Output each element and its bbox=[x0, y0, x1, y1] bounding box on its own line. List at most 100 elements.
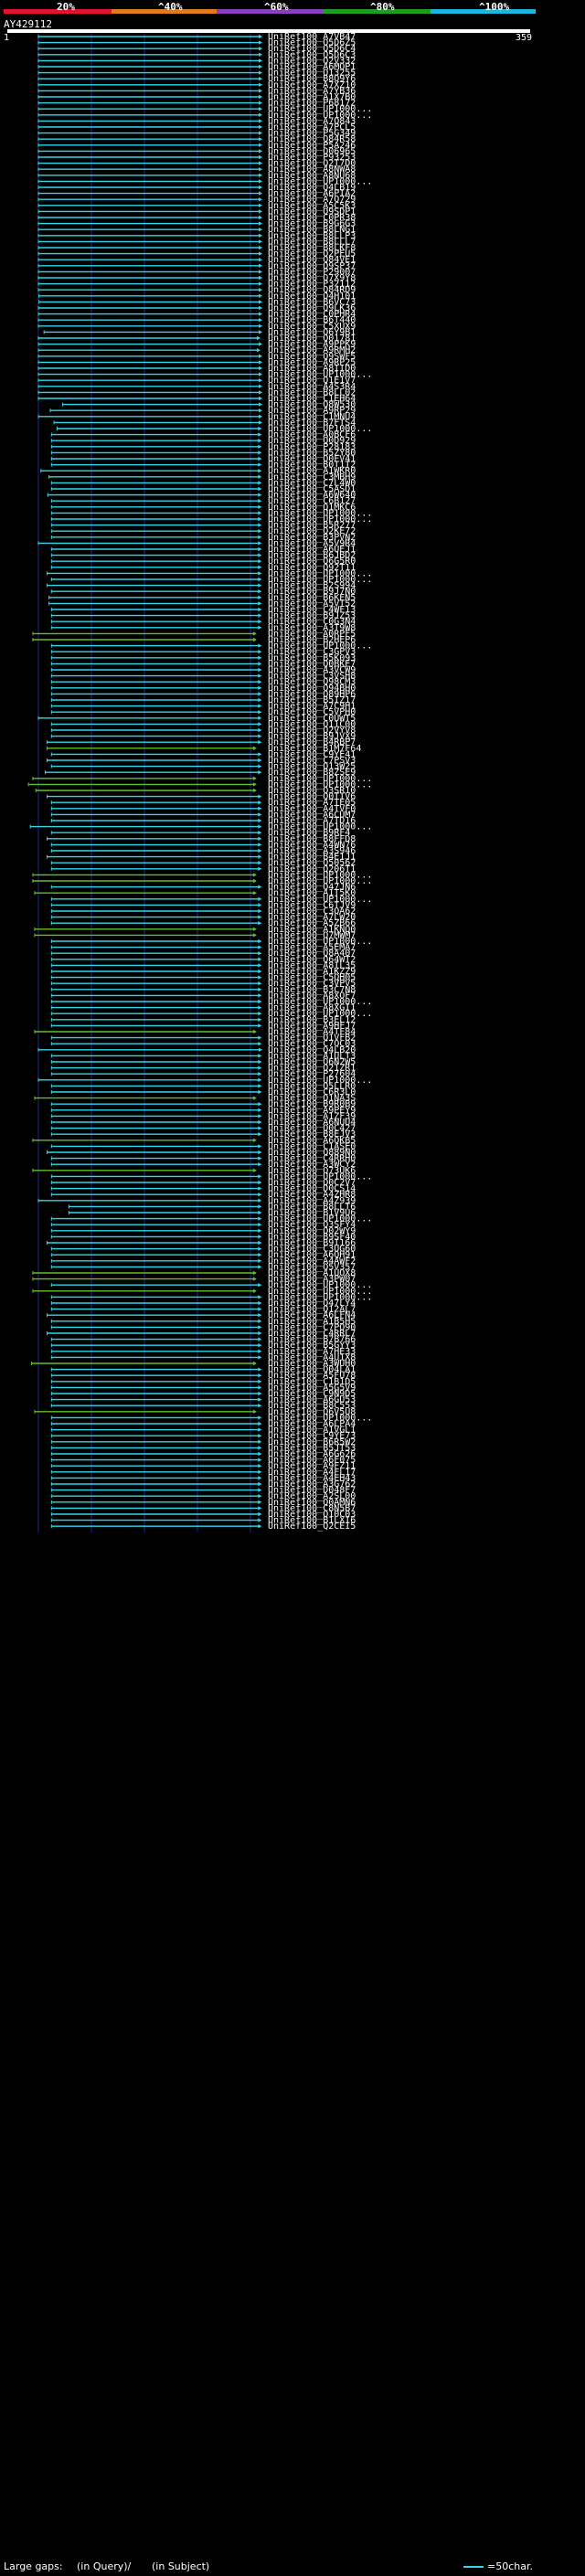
hit-label[interactable]: UniRef100_B9I166 bbox=[268, 1238, 356, 1248]
hit-row[interactable]: UniRef100_P93253 bbox=[37, 153, 356, 163]
hit-row[interactable]: UniRef100_A7HE33 bbox=[50, 1347, 356, 1357]
hit-row[interactable]: UniRef100_Q5D6C3 bbox=[37, 50, 356, 60]
hit-label[interactable]: UniRef100_B5ZY80 bbox=[268, 448, 356, 458]
hit-label[interactable]: UniRef100_A7HE33 bbox=[268, 1347, 356, 1357]
hit-label[interactable]: UniRef100_B8LLT6 bbox=[268, 1202, 356, 1212]
hit-row[interactable]: UniRef100_B9J7N0 bbox=[50, 587, 356, 597]
hit-row[interactable]: UniRef100_Q1VFB2 bbox=[50, 1034, 356, 1044]
hit-row[interactable]: UniRef100_Q8W530 bbox=[62, 400, 356, 410]
hit-row[interactable]: UniRef100_UP1000... bbox=[47, 568, 373, 578]
hit-label[interactable]: UniRef100_P28183 bbox=[268, 442, 356, 452]
hit-label[interactable]: UniRef100_UP1000... bbox=[268, 1287, 372, 1297]
hit-label[interactable]: UniRef100_B6KEN5 bbox=[268, 593, 356, 603]
hit-label[interactable]: UniRef100_C8N5B7 bbox=[268, 1503, 356, 1513]
hit-label[interactable]: UniRef100_UP1000... bbox=[268, 370, 372, 380]
hit-row[interactable]: UniRef100_Q1NA3S bbox=[34, 1094, 356, 1104]
hit-row[interactable]: UniRef100_B3PVN2 bbox=[50, 533, 356, 543]
hit-label[interactable]: UniRef100_A7LW20 bbox=[268, 913, 356, 923]
hit-label[interactable]: UniRef100_B9G6G3 bbox=[268, 219, 356, 229]
hit-row[interactable]: UniRef100_Q50562 bbox=[50, 858, 356, 868]
hit-row[interactable]: UniRef100_UP1000... bbox=[50, 508, 372, 518]
hit-row[interactable]: UniRef100_C5QH05 bbox=[50, 973, 356, 983]
hit-row[interactable]: UniRef100_Q2PEU5 bbox=[37, 249, 356, 260]
hit-row[interactable]: UniRef100_B8LL02 bbox=[37, 387, 356, 398]
hit-row[interactable]: UniRef100_UP1000... bbox=[29, 822, 372, 832]
hit-label[interactable]: UniRef100_A4TVF0 bbox=[268, 804, 356, 814]
hit-row[interactable]: UniRef100_C5VPH0 bbox=[50, 707, 356, 717]
hit-label[interactable]: UniRef100_A5C5K3 bbox=[268, 201, 356, 211]
hit-label[interactable]: UniRef100_A4EH43 bbox=[268, 1473, 356, 1483]
hit-row[interactable]: UniRef100_Q2CEI5 bbox=[50, 1521, 356, 1532]
hit-label[interactable]: UniRef100_Q5V357 bbox=[268, 1262, 356, 1272]
hit-label[interactable]: UniRef100_A5G5V9 bbox=[268, 1383, 356, 1393]
hit-row[interactable]: UniRef100_A9RP25 bbox=[37, 357, 356, 367]
hit-row[interactable]: UniRef100_A1ULT3 bbox=[50, 1051, 356, 1061]
hit-row[interactable]: UniRef100_A7PCL5 bbox=[37, 122, 356, 133]
hit-row[interactable]: UniRef100_B7FTS4 bbox=[53, 418, 356, 428]
hit-row[interactable]: UniRef100_A4AWF2 bbox=[50, 1256, 356, 1267]
hit-row[interactable]: UniRef100_Q7X9Y8 bbox=[37, 273, 356, 283]
hit-label[interactable]: UniRef100_A9RMH2 bbox=[268, 345, 356, 355]
hit-row[interactable]: UniRef100_C7PSV3 bbox=[47, 756, 356, 766]
hit-row[interactable]: UniRef100_C7QC03 bbox=[50, 1039, 356, 1049]
hit-label[interactable]: UniRef100_B0T1T2 bbox=[268, 461, 356, 471]
hit-row[interactable]: UniRef100_A6F075 bbox=[50, 1456, 356, 1466]
hit-row[interactable]: UniRef100_Q5D6C4 bbox=[37, 44, 356, 54]
hit-row[interactable]: UniRef100_A4TVF0 bbox=[50, 804, 356, 814]
hit-row[interactable]: UniRef100_UP1000... bbox=[50, 1009, 372, 1019]
hit-row[interactable]: UniRef100_C9YE73 bbox=[50, 1431, 356, 1441]
hit-label[interactable]: UniRef100_Q5D6C4 bbox=[268, 44, 356, 54]
hit-row[interactable]: UniRef100_A0BCF6 bbox=[50, 430, 356, 440]
hit-row[interactable]: UniRef100_B6JBD2 bbox=[50, 551, 356, 561]
hit-label[interactable]: UniRef100_Q6V5U8 bbox=[268, 1407, 356, 1417]
hit-label[interactable]: UniRef100_UP1000... bbox=[268, 1292, 372, 1302]
hit-row[interactable]: UniRef100_Q9SDP1 bbox=[37, 207, 356, 217]
hit-row[interactable]: UniRef100_Q13W25 bbox=[50, 762, 356, 772]
hit-row[interactable]: UniRef100_UP1000... bbox=[50, 1171, 372, 1182]
hit-label[interactable]: UniRef100_Q8A407 bbox=[268, 949, 356, 959]
hit-row[interactable]: UniRef100_A7XZ10 bbox=[37, 80, 356, 90]
hit-label[interactable]: UniRef100_Q6G5R0 bbox=[268, 557, 356, 567]
hit-label[interactable]: UniRef100_Q47JN6 bbox=[268, 883, 356, 893]
hit-row[interactable]: UniRef100_UP1000... bbox=[32, 774, 373, 784]
hit-row[interactable]: UniRef100_C1B1D5 bbox=[50, 1377, 356, 1387]
hit-row[interactable]: UniRef100_A4TF84 bbox=[34, 1027, 356, 1037]
hit-label[interactable]: UniRef100_Q94BH0 bbox=[268, 684, 356, 694]
hit-label[interactable]: UniRef100_B3PVN2 bbox=[268, 533, 356, 543]
hit-label[interactable]: UniRef100_B4E1J1 bbox=[268, 853, 356, 863]
hit-label[interactable]: UniRef100_C0G3N4 bbox=[268, 617, 356, 627]
hit-row[interactable]: UniRef100_A6QH91 bbox=[50, 1250, 356, 1260]
hit-label[interactable]: UniRef100_C3QA62 bbox=[268, 906, 356, 917]
hit-row[interactable]: UniRef100_UP1000... bbox=[37, 370, 372, 380]
hit-row[interactable]: UniRef100_Q02WY9 bbox=[50, 1226, 356, 1236]
hit-row[interactable]: UniRef100_C1MNU4 bbox=[37, 412, 356, 422]
hit-label[interactable]: UniRef100_Q11C00 bbox=[268, 719, 356, 729]
hit-row[interactable]: UniRef100_P32112 bbox=[37, 280, 356, 290]
hit-label[interactable]: UniRef100_A6CUM7 bbox=[268, 810, 356, 820]
hit-label[interactable]: UniRef100_C7PSV3 bbox=[268, 756, 356, 766]
hit-row[interactable]: UniRef100_Q12AL7 bbox=[50, 1305, 356, 1315]
hit-row[interactable]: UniRef100_A4Z939 bbox=[37, 1196, 356, 1206]
hit-row[interactable]: UniRef100_B5IZ17 bbox=[50, 695, 356, 705]
hit-label[interactable]: UniRef100_B3EL12 bbox=[268, 1015, 356, 1025]
hit-row[interactable]: UniRef100_UP1000... bbox=[50, 1280, 372, 1290]
hit-row[interactable]: UniRef100_A3WCY2 bbox=[50, 1160, 356, 1170]
hit-row[interactable]: UniRef100_A7LW20 bbox=[50, 913, 356, 923]
hit-label[interactable]: UniRef100_A1T5K0 bbox=[268, 888, 356, 898]
hit-label[interactable]: UniRef100_UP1000... bbox=[268, 1009, 372, 1019]
hit-row[interactable]: UniRef100_Q5V357 bbox=[50, 1262, 356, 1272]
hit-label[interactable]: UniRef100_C6R3L0 bbox=[268, 1087, 356, 1097]
hit-label[interactable]: UniRef100_A3VCW9 bbox=[268, 665, 356, 675]
hit-row[interactable]: UniRef100_B5ZY80 bbox=[50, 448, 356, 458]
hit-row[interactable]: UniRef100_Q10C03 bbox=[50, 1510, 356, 1520]
hit-row[interactable]: UniRef100_A9RMH2 bbox=[37, 345, 356, 355]
hit-label[interactable]: UniRef100_Q2KE72 bbox=[268, 526, 356, 536]
hit-row[interactable]: UniRef100_A8NU68 bbox=[37, 171, 356, 181]
hit-label[interactable]: UniRef100_C7L4W0 bbox=[268, 478, 356, 488]
hit-label[interactable]: UniRef100_A2SL00 bbox=[268, 1491, 356, 1501]
hit-label[interactable]: UniRef100_C3VSH8 bbox=[268, 672, 356, 682]
hit-row[interactable]: UniRef100_A7Q843 bbox=[37, 116, 356, 126]
hit-label[interactable]: UniRef100_Q64WT2 bbox=[268, 955, 356, 965]
hit-label[interactable]: UniRef100_UP1000... bbox=[268, 997, 372, 1007]
hit-label[interactable]: UniRef100_A7VB47 bbox=[268, 32, 356, 42]
